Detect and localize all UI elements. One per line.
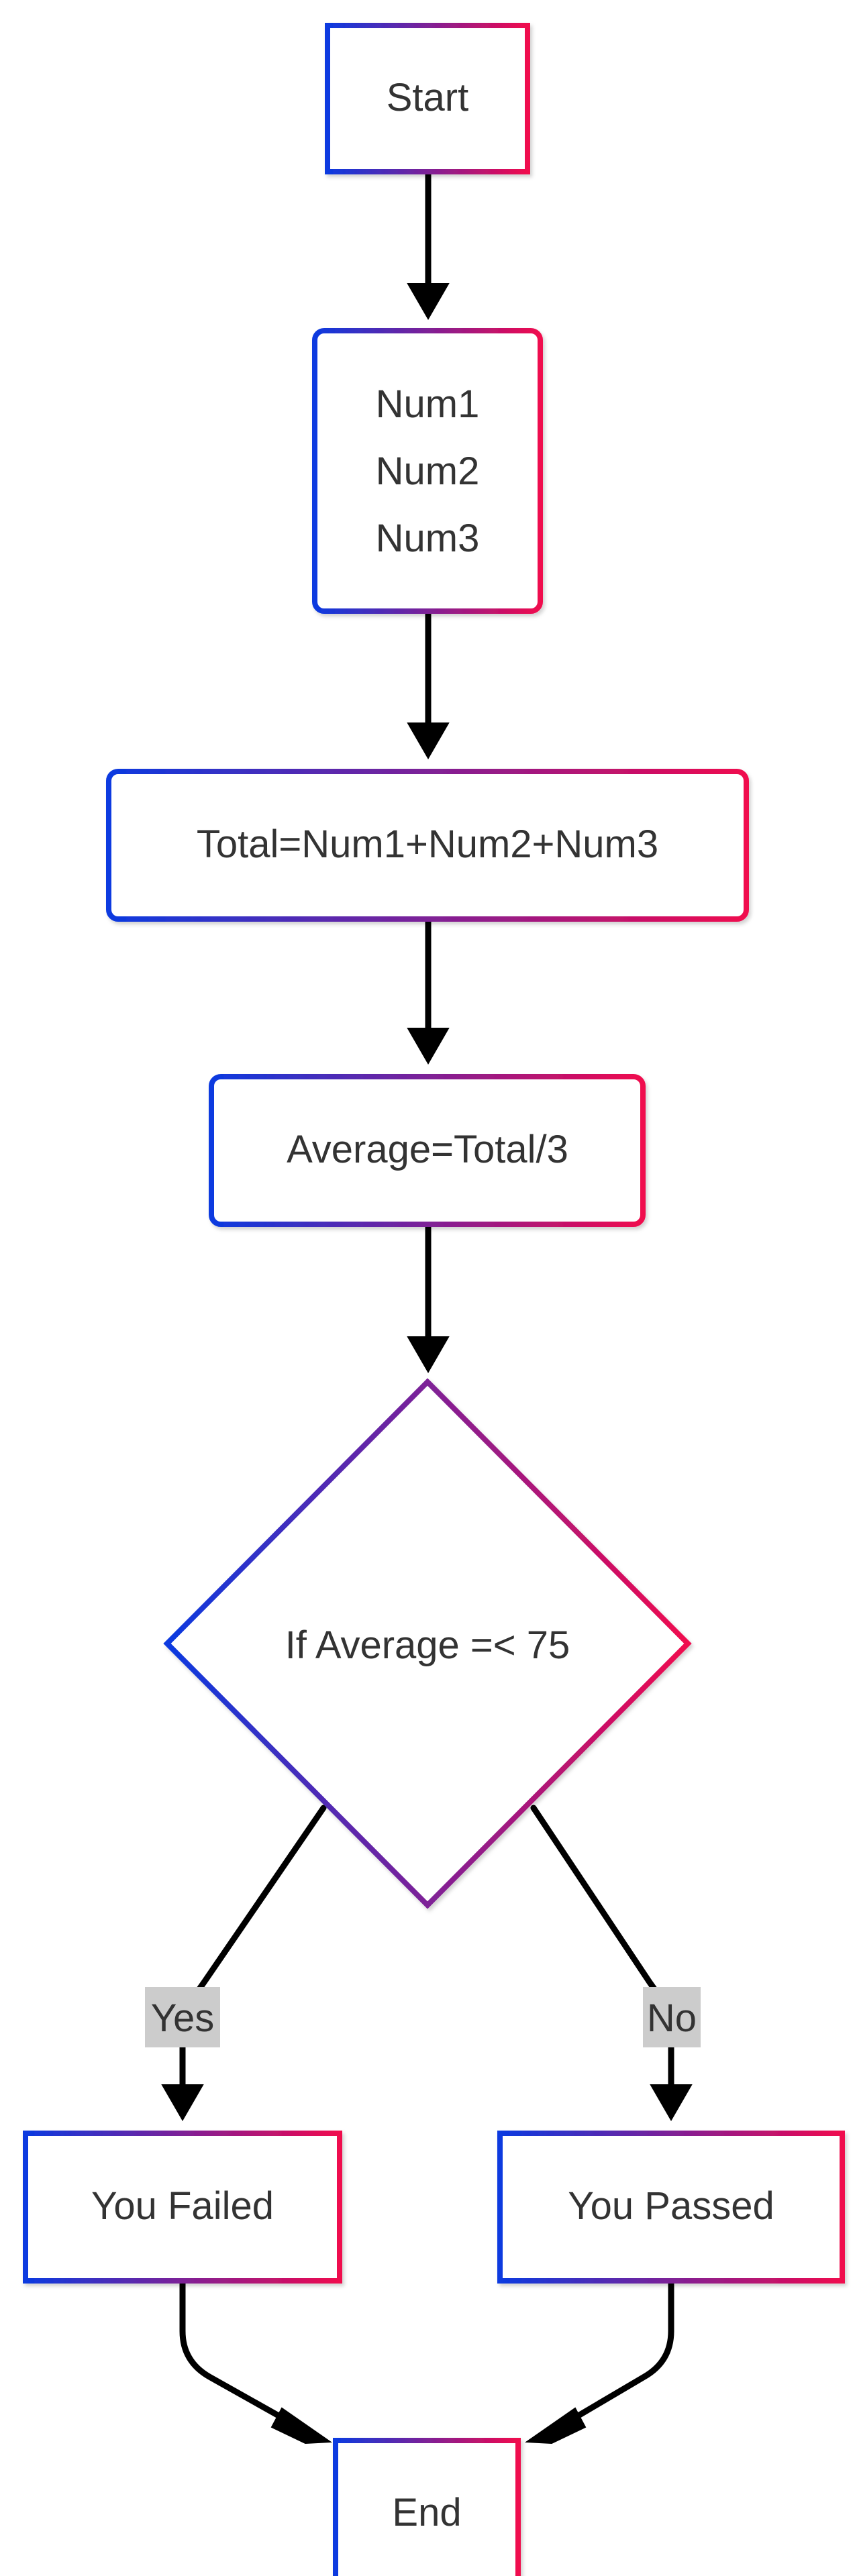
node-inputs-line-2: Num2 <box>376 449 480 493</box>
arrowhead-total <box>407 722 450 760</box>
node-inputs-box[interactable] <box>312 328 543 614</box>
node-total[interactable]: Total=Num1+Num2+Num3 <box>106 769 749 922</box>
node-decision-diamond[interactable] <box>163 1378 692 1909</box>
node-average-label: Average=Total/3 <box>287 1128 568 1171</box>
edge-label-no-background <box>643 1987 701 2047</box>
edge-label-no-text: No <box>647 1996 697 2040</box>
node-average[interactable]: Average=Total/3 <box>209 1074 646 1227</box>
node-passed-box[interactable] <box>497 2131 845 2284</box>
arrowhead-passed <box>650 2084 693 2122</box>
node-inputs-line-3: Num3 <box>376 517 480 560</box>
node-total-label: Total=Num1+Num2+Num3 <box>197 822 658 866</box>
node-failed[interactable]: You Failed <box>23 2131 342 2284</box>
node-passed-label: You Passed <box>568 2184 774 2228</box>
node-total-box[interactable] <box>106 769 749 922</box>
node-failed-label: You Failed <box>91 2184 274 2228</box>
node-decision-label: If Average =< 75 <box>285 1623 570 1667</box>
edge-passed-to-end <box>559 2277 674 2428</box>
arrowhead-end-right <box>525 2407 587 2445</box>
node-end-label: End <box>392 2491 461 2534</box>
node-failed-box[interactable] <box>23 2131 342 2284</box>
edge-failed-to-end <box>179 2277 299 2428</box>
edge-label-yes-background <box>145 1987 220 2047</box>
node-average-box[interactable] <box>209 1074 646 1227</box>
node-start-label: Start <box>387 76 469 119</box>
edge-label-yes-text: Yes <box>151 1996 215 2040</box>
edge-label-no: No <box>643 1987 701 2047</box>
node-decision[interactable]: If Average =< 75 <box>163 1378 692 1909</box>
node-inputs-line-1: Num1 <box>376 382 480 426</box>
node-passed[interactable]: You Passed <box>497 2131 845 2284</box>
edge-label-yes: Yes <box>145 1987 220 2047</box>
node-start-box[interactable] <box>325 23 530 174</box>
arrowhead-end-left <box>270 2407 332 2445</box>
arrowhead-average <box>407 1028 450 1065</box>
arrowhead-failed <box>161 2084 204 2122</box>
arrowhead-decision <box>407 1336 450 1374</box>
arrowhead-inputs <box>407 283 450 321</box>
node-inputs[interactable]: Num1 Num2 Num3 <box>312 328 543 614</box>
node-end[interactable]: End <box>333 2438 521 2576</box>
node-end-box[interactable] <box>333 2438 521 2576</box>
node-start[interactable]: Start <box>325 23 530 174</box>
